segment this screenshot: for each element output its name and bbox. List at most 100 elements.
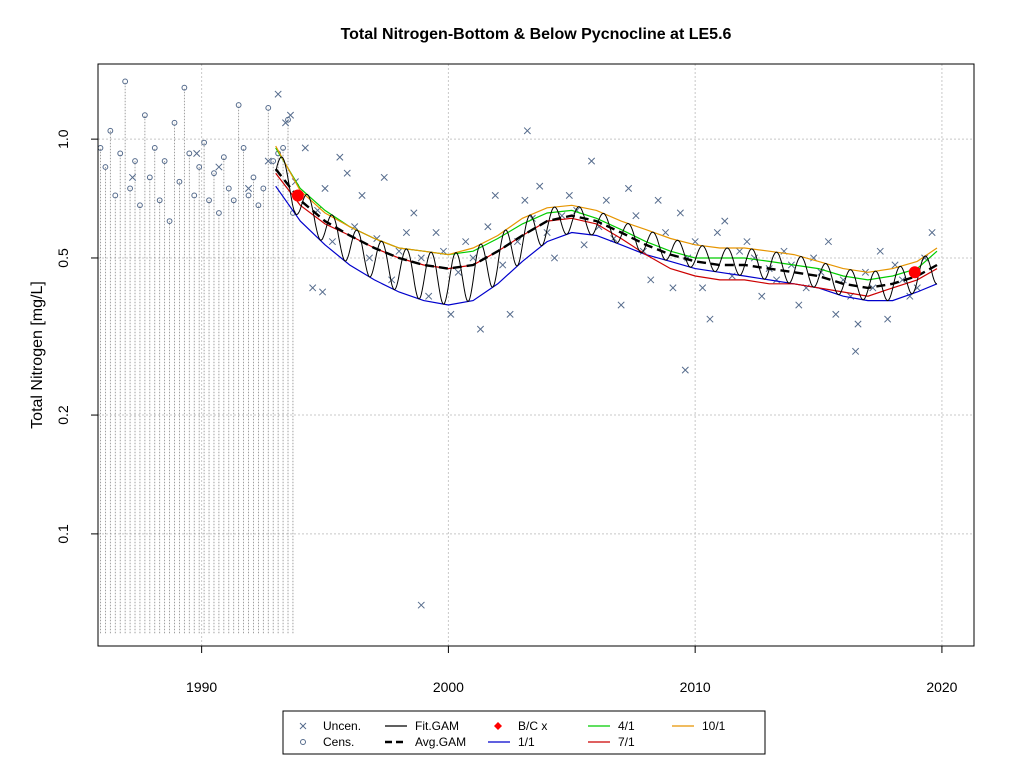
- x-axis: 1990 2000 2010 2020: [186, 646, 958, 695]
- uncensored-point-stroke: [795, 301, 803, 309]
- uncensored-point-stroke: [632, 212, 640, 220]
- uncensored-point: [343, 169, 351, 177]
- uncensored-point: [587, 157, 596, 165]
- y-axis-label: Total Nitrogen [mg/L]: [29, 281, 46, 429]
- uncensored-point: [824, 238, 832, 246]
- uncensored-point: [869, 284, 877, 292]
- uncensored-point: [301, 144, 309, 152]
- uncensored-point: [417, 601, 425, 609]
- uncensored-point: [395, 247, 403, 255]
- censored-point: [265, 104, 272, 111]
- uncensored-point: [328, 238, 336, 246]
- uncensored-point-stroke: [758, 292, 766, 300]
- uncensored-point-stroke: [876, 247, 884, 255]
- uncensored-point: [713, 228, 721, 237]
- legend-item: 10/1: [672, 719, 726, 733]
- uncensored-point: [447, 310, 455, 318]
- uncensored-point: [602, 196, 610, 204]
- uncensored-point-stroke: [365, 254, 373, 262]
- uncensored-point-stroke: [380, 173, 388, 181]
- uncensored-point-stroke: [309, 284, 317, 292]
- uncensored-point-stroke: [264, 157, 272, 165]
- censored-point: [280, 145, 286, 151]
- censored-point: [211, 170, 217, 177]
- uncensored-point-stroke: [417, 254, 425, 262]
- bc-points: [291, 189, 921, 279]
- uncensored-point-stroke: [854, 320, 862, 328]
- uncensored-point: [521, 196, 529, 204]
- uncensored-point: [876, 247, 884, 255]
- censored-point: [117, 150, 124, 157]
- uncensored-point: [832, 310, 840, 318]
- uncensored-point: [193, 149, 201, 157]
- uncensored-point: [736, 247, 744, 255]
- uncensored-point-stroke: [884, 315, 892, 323]
- uncensored-point-stroke: [128, 173, 137, 181]
- uncensored-point: [264, 157, 272, 165]
- uncensored-point-stroke: [699, 284, 707, 292]
- uncensored-point-stroke: [810, 254, 818, 262]
- uncensored-point: [852, 347, 860, 355]
- uncensored-point-stroke: [773, 276, 781, 284]
- uncensored-point: [661, 228, 670, 237]
- plot-frame: [97, 63, 975, 647]
- uncensored-point: [624, 184, 633, 193]
- uncensored-point: [506, 310, 514, 318]
- legend-label: B/C x: [518, 719, 547, 733]
- uncensored-point: [550, 254, 559, 262]
- uncensored-point-stroke: [595, 223, 603, 231]
- uncensored-point: [681, 366, 689, 374]
- uncensored-point-stroke: [469, 254, 477, 262]
- uncensored-point-stroke: [898, 276, 906, 284]
- uncensored-point-stroke: [684, 254, 692, 262]
- uncensored-point-stroke: [402, 228, 411, 237]
- uncensored-point-stroke: [499, 261, 507, 269]
- legend-o-symbol: [300, 739, 306, 745]
- uncensored-point: [699, 284, 707, 292]
- uncensored-point-stroke: [624, 184, 633, 193]
- uncensored-point: [215, 163, 223, 171]
- uncensored-point: [244, 184, 253, 193]
- uncensored-point: [617, 301, 625, 309]
- uncensored-point-stroke: [506, 310, 514, 318]
- legend-label: Cens.: [323, 735, 354, 749]
- uncensored-point: [928, 228, 936, 237]
- legend-label: Uncen.: [323, 719, 361, 733]
- uncensored-point: [469, 254, 477, 262]
- x-tick-label: 1990: [186, 679, 217, 695]
- censored-point: [107, 127, 114, 134]
- uncensored-point-stroke: [321, 184, 329, 193]
- legend-item: Fit.GAM: [385, 719, 459, 733]
- uncensored-point-stroke: [654, 196, 662, 204]
- uncensored-point-stroke: [617, 301, 625, 309]
- uncensored-point-stroke: [318, 288, 327, 296]
- uncensored-point: [309, 284, 317, 292]
- censored-point: [132, 158, 138, 164]
- uncensored-point: [898, 276, 906, 284]
- censored-point: [245, 192, 252, 199]
- uncensored-point-stroke: [550, 254, 559, 262]
- y-tick-label: 0.2: [55, 405, 71, 425]
- uncensored-point: [758, 292, 766, 300]
- censored-point: [127, 185, 133, 192]
- uncensored-point: [351, 223, 359, 231]
- censored-point: [230, 197, 237, 204]
- uncensored-point: [669, 284, 677, 292]
- legend-label: 10/1: [702, 719, 726, 733]
- x-tick-label: 2010: [680, 679, 711, 695]
- uncensored-point-stroke: [706, 315, 714, 323]
- legend-item: 1/1: [488, 735, 535, 749]
- censored-point: [161, 158, 168, 164]
- uncensored-point: [388, 276, 396, 284]
- uncensored-point-stroke: [454, 268, 462, 276]
- censored-point: [181, 84, 188, 91]
- uncensored-point: [565, 191, 573, 200]
- censored-point: [176, 178, 183, 185]
- uncensored-point: [454, 268, 462, 276]
- legend-item: B/C x: [494, 719, 547, 733]
- uncensored-point-stroke: [373, 234, 381, 243]
- legend-item: Uncen.: [299, 719, 361, 733]
- uncensored-point-stroke: [928, 228, 936, 237]
- uncensored-point-stroke: [891, 261, 899, 269]
- uncensored-point-stroke: [713, 228, 721, 237]
